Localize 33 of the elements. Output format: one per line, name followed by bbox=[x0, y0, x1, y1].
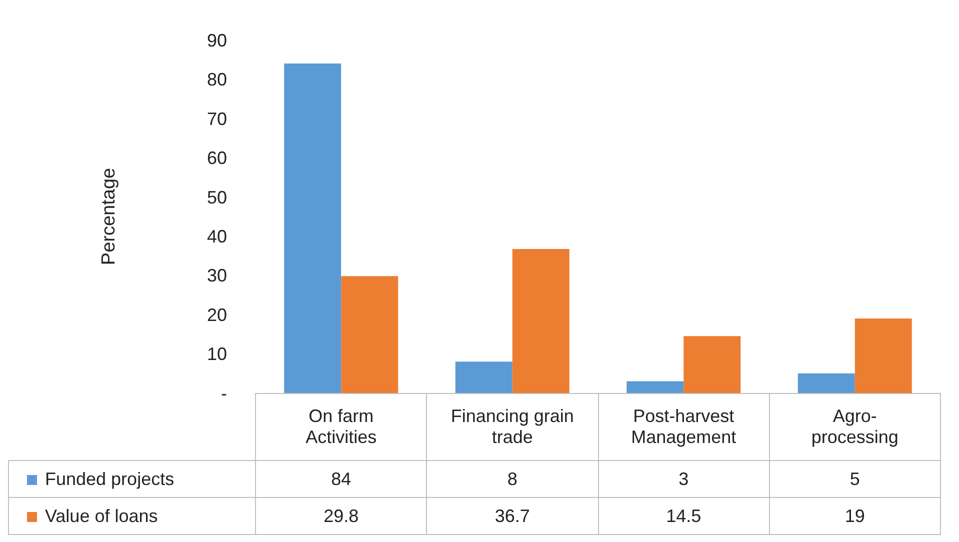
x-tick-label: Financing grain trade bbox=[426, 394, 598, 460]
data-label: 84 bbox=[256, 460, 427, 498]
y-tick-label: 10 bbox=[206, 344, 227, 364]
y-tick-label: 70 bbox=[206, 108, 227, 129]
legend-label: Funded projects bbox=[8, 460, 256, 498]
legend-label: Value of loans bbox=[8, 498, 256, 534]
y-tick-label: 20 bbox=[206, 304, 227, 325]
x-tick-label: On farm Activities bbox=[256, 394, 427, 460]
x-tick-label: Post-harvest Management bbox=[598, 394, 770, 460]
data-label: 36.7 bbox=[426, 498, 598, 534]
bar bbox=[341, 276, 398, 393]
y-tick-label: 60 bbox=[206, 148, 227, 168]
data-label: 14.5 bbox=[598, 498, 770, 534]
x-tick-label: Agro-processing bbox=[769, 394, 940, 460]
bar bbox=[512, 249, 570, 393]
data-label: 8 bbox=[426, 460, 598, 498]
bar bbox=[284, 64, 342, 393]
data-label: 5 bbox=[769, 460, 940, 498]
y-tick-label: 80 bbox=[206, 70, 227, 90]
bar bbox=[798, 373, 855, 393]
bar bbox=[684, 336, 741, 393]
y-tick-label: - bbox=[221, 383, 227, 404]
data-label: 19 bbox=[769, 498, 940, 534]
y-axis-title: Percentage bbox=[98, 168, 120, 266]
bar bbox=[626, 381, 684, 393]
y-tick-label: 30 bbox=[206, 266, 227, 286]
y-tick-label: 90 bbox=[206, 30, 227, 50]
bar bbox=[854, 318, 912, 393]
y-tick-label: 40 bbox=[206, 226, 227, 246]
y-tick-label: 50 bbox=[206, 187, 227, 208]
bar bbox=[455, 362, 512, 393]
data-label: 29.8 bbox=[256, 498, 427, 534]
data-label: 3 bbox=[598, 460, 770, 498]
